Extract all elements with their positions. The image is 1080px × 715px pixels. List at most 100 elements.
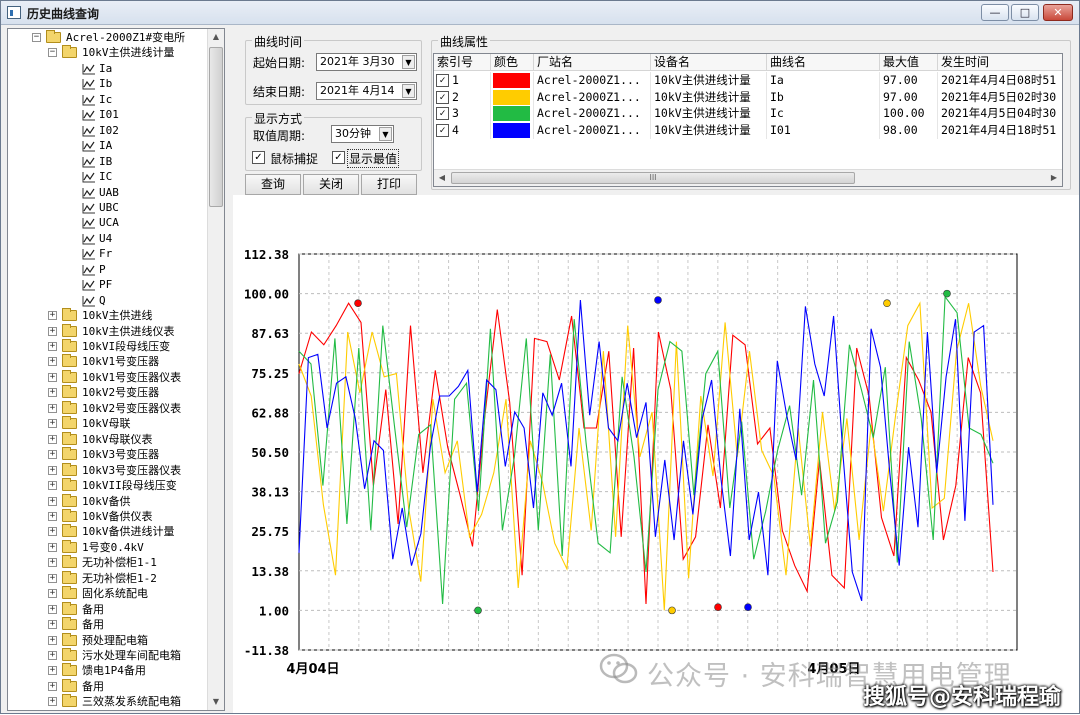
expand-icon[interactable]: +: [48, 572, 57, 583]
tree-leaf[interactable]: IA: [8, 138, 208, 153]
tree-node[interactable]: + 预处理配电箱: [8, 632, 208, 648]
curve-visible-checkbox[interactable]: ✓: [436, 107, 449, 120]
tree-leaf[interactable]: U4: [8, 231, 208, 246]
table-row-index[interactable]: ✓ 2: [434, 88, 491, 106]
tree-leaf[interactable]: UBC: [8, 200, 208, 215]
expand-icon[interactable]: +: [48, 310, 57, 321]
expand-icon[interactable]: +: [48, 665, 57, 676]
column-header[interactable]: 索引号: [434, 54, 491, 71]
scroll-right-arrow-icon[interactable]: ▶: [1050, 173, 1058, 182]
curve-visible-checkbox[interactable]: ✓: [436, 74, 449, 87]
expand-icon[interactable]: +: [48, 341, 57, 351]
device-tree[interactable]: ▲ ▼ − Acrel-2000Z1#变电所 −10kV主供进线计量 Ia Ib Ic I0…: [7, 28, 225, 711]
tree-node[interactable]: +1号变0.4kV: [8, 539, 208, 555]
tree-node[interactable]: − 10kV主供进线计量: [8, 45, 208, 60]
column-header[interactable]: 最大值: [880, 54, 938, 71]
minimize-button[interactable]: —: [981, 4, 1009, 21]
tree-node[interactable]: +10kV备供: [8, 493, 208, 509]
tree-leaf[interactable]: I02: [8, 123, 208, 138]
expand-icon[interactable]: +: [48, 634, 57, 645]
close-button[interactable]: 关闭: [303, 174, 359, 195]
tree-leaf[interactable]: PF: [8, 277, 208, 292]
tree-node[interactable]: +10kV母联仪表: [8, 431, 208, 447]
column-header[interactable]: 曲线名: [767, 54, 880, 71]
tree-node[interactable]: + 固化系统配电: [8, 586, 208, 601]
expand-icon[interactable]: +: [48, 480, 57, 491]
expand-icon[interactable]: +: [48, 402, 57, 413]
tree-node[interactable]: + 污水处理车间配电箱: [8, 648, 208, 663]
tree-node[interactable]: + 备用: [8, 601, 208, 617]
expand-icon[interactable]: +: [48, 696, 57, 707]
tree-node[interactable]: +10kV主供进线: [8, 308, 208, 323]
end-date-picker[interactable]: 2021年 4月14 ▼: [316, 82, 417, 100]
expand-icon[interactable]: +: [48, 449, 57, 460]
tree-node[interactable]: + 三效蒸发系统配电箱: [8, 694, 208, 709]
expand-icon[interactable]: +: [48, 464, 57, 475]
expand-icon[interactable]: +: [48, 588, 57, 599]
tree-leaf[interactable]: Ia: [8, 61, 208, 76]
tree-node[interactable]: +10kV2号变压器: [8, 385, 208, 400]
expand-icon[interactable]: +: [48, 433, 57, 444]
tree-node[interactable]: +10kV3号变压器: [8, 447, 208, 462]
tree-leaf[interactable]: Ic: [8, 92, 208, 107]
query-button[interactable]: 查询: [245, 174, 301, 195]
tree-vertical-scrollbar[interactable]: ▲ ▼: [207, 29, 224, 710]
scroll-up-arrow-icon[interactable]: ▲: [212, 32, 220, 41]
curve-props-table[interactable]: ◀ III ▶ 索引号 颜色 厂站名 设备名 曲线名 最大值 发生时间 ✓ 1 Acrel-200…: [433, 53, 1063, 187]
show-extreme-checkbox[interactable]: ✓: [332, 151, 345, 164]
column-header[interactable]: 发生时间: [938, 54, 1062, 71]
tree-leaf[interactable]: IC: [8, 169, 208, 184]
column-header[interactable]: 厂站名: [534, 54, 651, 71]
tree-leaf[interactable]: IB: [8, 154, 208, 169]
mouse-capture-checkbox[interactable]: ✓: [252, 151, 265, 164]
scroll-thumb[interactable]: [209, 47, 223, 207]
tree-leaf[interactable]: UCA: [8, 215, 208, 230]
tree-leaf[interactable]: Ib: [8, 76, 208, 91]
tree-root[interactable]: − Acrel-2000Z1#变电所: [8, 30, 208, 45]
column-header[interactable]: 设备名: [651, 54, 767, 71]
tree-node[interactable]: +10kV2号变压器仪表: [8, 400, 208, 416]
expand-icon[interactable]: +: [48, 557, 57, 568]
close-window-button[interactable]: ✕: [1043, 4, 1073, 21]
tree-node[interactable]: +10kV1号变压器仪表: [8, 369, 208, 385]
tree-node[interactable]: + 无功补偿柜1-1: [8, 555, 208, 570]
expand-icon[interactable]: +: [48, 371, 57, 382]
tree-node[interactable]: +10kV主供进线仪表: [8, 323, 208, 339]
print-button[interactable]: 打印: [361, 174, 417, 195]
tree-leaf[interactable]: Q: [8, 293, 208, 308]
chevron-down-icon[interactable]: ▼: [379, 127, 392, 141]
tree-node[interactable]: +10kVI段母线压变: [8, 339, 208, 354]
tree-leaf[interactable]: UAB: [8, 185, 208, 200]
tree-leaf[interactable]: Fr: [8, 246, 208, 261]
expand-icon[interactable]: +: [48, 325, 57, 336]
expand-icon[interactable]: +: [48, 526, 57, 537]
expand-icon[interactable]: +: [48, 650, 57, 660]
period-select[interactable]: 30分钟 ▼: [331, 125, 394, 143]
tree-node[interactable]: +10kV3号变压器仪表: [8, 462, 208, 478]
tree-node[interactable]: + 馈电1P4备用: [8, 663, 208, 678]
tree-node[interactable]: +10kV备供进线计量: [8, 524, 208, 539]
chevron-down-icon[interactable]: ▼: [402, 55, 415, 69]
expand-icon[interactable]: +: [48, 603, 57, 614]
column-header[interactable]: 颜色: [491, 54, 534, 71]
expand-icon[interactable]: +: [48, 541, 57, 552]
table-row-index[interactable]: ✓ 4: [434, 121, 491, 139]
chevron-down-icon[interactable]: ▼: [402, 84, 415, 98]
start-date-picker[interactable]: 2021年 3月30 ▼: [316, 53, 417, 71]
table-row-index[interactable]: ✓ 1: [434, 72, 491, 89]
maximize-button[interactable]: □: [1011, 4, 1039, 21]
expand-icon[interactable]: +: [48, 680, 57, 691]
curve-visible-checkbox[interactable]: ✓: [436, 123, 449, 137]
tree-node[interactable]: + 备用: [8, 617, 208, 632]
expand-icon[interactable]: +: [48, 510, 57, 521]
expand-icon[interactable]: +: [48, 356, 57, 367]
scroll-left-arrow-icon[interactable]: ◀: [438, 173, 446, 182]
expand-icon[interactable]: +: [48, 619, 57, 630]
table-row-index[interactable]: ✓ 3: [434, 105, 491, 122]
collapse-icon[interactable]: −: [32, 32, 41, 42]
tree-node[interactable]: +10kV母联: [8, 416, 208, 431]
table-horizontal-scrollbar[interactable]: ◀ III ▶: [434, 169, 1062, 186]
scroll-down-arrow-icon[interactable]: ▼: [212, 697, 220, 706]
tree-leaf[interactable]: P: [8, 262, 208, 277]
collapse-icon[interactable]: −: [48, 47, 57, 58]
